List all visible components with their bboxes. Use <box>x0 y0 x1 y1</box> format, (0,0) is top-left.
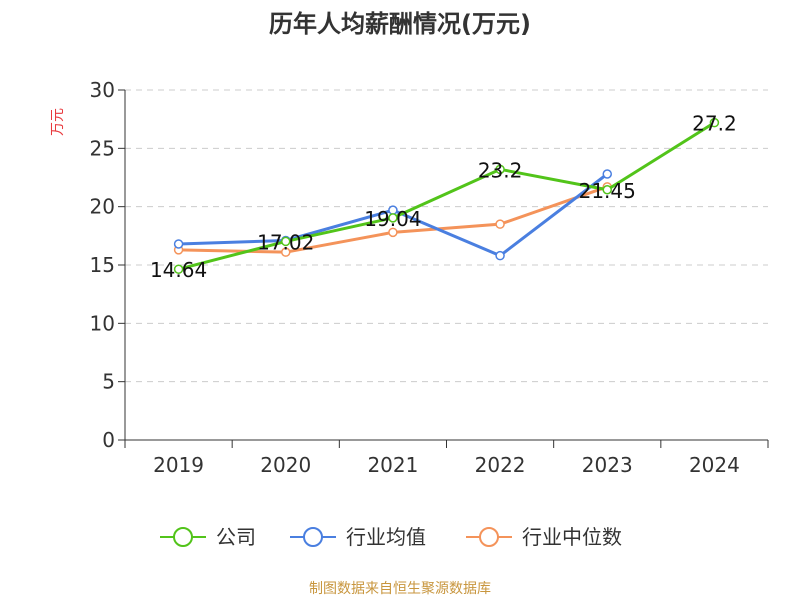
data-point <box>602 169 612 179</box>
y-tick-label: 0 <box>102 428 115 452</box>
legend-label: 公司 <box>216 525 256 549</box>
x-tick-label-2020: 2020 <box>260 453 311 477</box>
data-label: 19.04 <box>364 207 421 231</box>
y-tick-label: 30 <box>90 78 115 102</box>
y-tick-label: 10 <box>90 311 115 335</box>
data-point <box>388 213 398 223</box>
y-axis-unit: 万元 <box>50 108 66 136</box>
data-point <box>495 219 505 229</box>
data-point <box>173 239 184 249</box>
x-tick-label-2023: 2023 <box>582 453 633 477</box>
grid-lines <box>125 89 768 383</box>
data-point <box>281 247 291 257</box>
chart-title: 历年人均薪酬情况(万元) <box>269 10 531 38</box>
y-tick-label: 25 <box>90 136 115 160</box>
source-note: 制图数据来自恒生聚源数据库 <box>309 581 491 597</box>
x-tick-label-2021: 2021 <box>367 453 418 477</box>
series-layer <box>173 117 720 274</box>
x-tick-label-2019: 2019 <box>153 453 204 477</box>
data-label: 14.64 <box>150 258 207 282</box>
data-label: 23.2 <box>478 158 523 182</box>
legend-label: 行业均值 <box>346 525 426 549</box>
data-label: 27.2 <box>692 112 737 136</box>
legend-item-2[interactable]: 行业中位数 <box>466 525 622 549</box>
y-tick-label: 15 <box>90 253 115 277</box>
data-point <box>388 227 398 238</box>
x-tick-label-2024: 2024 <box>689 453 740 477</box>
data-point <box>602 185 612 195</box>
axes: 0 5 10 15 20 25 30 2019 2020 2021 2022 2023 2024 <box>90 78 769 477</box>
data-point <box>709 117 720 128</box>
data-label: 21.45 <box>579 179 636 203</box>
series-0 <box>173 117 720 274</box>
x-tick-label-2022: 2022 <box>475 453 526 477</box>
legend-swatch-marker <box>173 527 193 547</box>
y-tick-label: 20 <box>90 195 115 219</box>
legend-swatch-marker <box>479 527 499 547</box>
legend-label: 行业中位数 <box>522 525 622 549</box>
legend-item-1[interactable]: 行业均值 <box>290 525 426 549</box>
data-point <box>495 164 505 175</box>
data-point <box>281 236 291 247</box>
data-point <box>495 250 505 261</box>
legend[interactable]: 公司 行业均值 行业中位数 <box>160 525 622 549</box>
data-label: 17.02 <box>257 230 314 254</box>
data-labels: 14.64 17.02 19.04 23.2 21.45 27.2 <box>150 112 737 283</box>
legend-swatch-marker <box>303 527 323 547</box>
legend-item-0[interactable]: 公司 <box>160 525 256 549</box>
series-line-0 <box>178 121 716 271</box>
data-point <box>173 264 184 274</box>
y-tick-label: 5 <box>102 370 115 394</box>
